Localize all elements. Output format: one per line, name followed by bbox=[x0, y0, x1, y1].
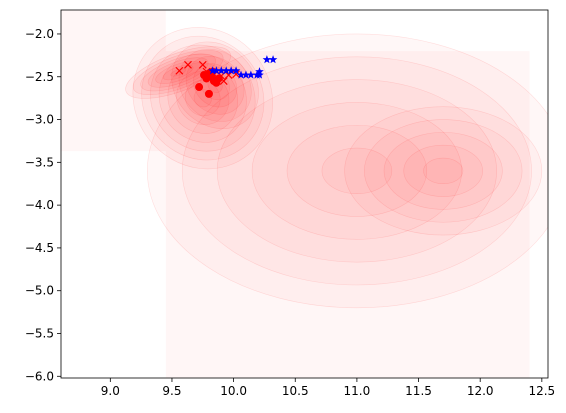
y-tick-label: −4.5 bbox=[25, 241, 54, 255]
star-marker bbox=[217, 66, 226, 75]
x-tick-label: 12.5 bbox=[528, 384, 555, 398]
star-marker bbox=[246, 70, 256, 79]
density-contour bbox=[141, 35, 265, 161]
x-tick-label: 10.5 bbox=[282, 384, 309, 398]
x-marker bbox=[232, 70, 240, 79]
density-contour bbox=[344, 106, 543, 236]
density-contours bbox=[125, 27, 548, 309]
star-marker bbox=[268, 55, 278, 64]
density-contour bbox=[383, 132, 503, 210]
circle-marker bbox=[214, 74, 223, 83]
y-tick-label: −2.5 bbox=[25, 70, 54, 84]
star-marker bbox=[208, 66, 217, 75]
y-tick-label: −3.0 bbox=[25, 113, 54, 127]
star-marker bbox=[241, 70, 251, 79]
x-tick-label: 9.5 bbox=[162, 384, 181, 398]
x-marker bbox=[198, 60, 207, 69]
y-tick-label: −5.0 bbox=[25, 284, 54, 298]
density-contour bbox=[423, 157, 464, 185]
density-contour bbox=[216, 79, 497, 263]
axes: 9.0 9.5 10.0 10.5 11.0 11.5 12.0 12.5 −2.0 −2.5 −3… bbox=[25, 9, 555, 398]
y-tick-label: −2.0 bbox=[25, 27, 54, 41]
star-marker bbox=[262, 55, 272, 64]
density-contour bbox=[403, 144, 483, 197]
x-marker bbox=[175, 66, 184, 75]
x-tick-label: 9.0 bbox=[101, 384, 120, 398]
x-marker bbox=[184, 60, 192, 69]
y-tick-label: −6.0 bbox=[25, 369, 54, 383]
density-contour bbox=[185, 80, 221, 117]
star-marker bbox=[231, 66, 241, 75]
x-tick-label: 11.0 bbox=[344, 384, 371, 398]
star-marker bbox=[221, 66, 231, 75]
star-marker bbox=[226, 66, 236, 75]
density-contour bbox=[150, 44, 256, 152]
star-marker bbox=[236, 70, 246, 79]
data-markers bbox=[175, 55, 278, 98]
star-marker bbox=[212, 66, 221, 75]
x-tick-label: 10.0 bbox=[220, 384, 247, 398]
density-contour bbox=[251, 102, 462, 240]
density-contour bbox=[181, 56, 532, 286]
circle-marker bbox=[204, 89, 213, 98]
y-tick-label: −3.5 bbox=[25, 155, 54, 169]
x-tick-label: 12.0 bbox=[467, 384, 494, 398]
x-tick-label: 11.5 bbox=[405, 384, 432, 398]
density-contour bbox=[132, 27, 273, 170]
density-contour bbox=[321, 147, 393, 195]
density-contour bbox=[286, 124, 428, 217]
star-marker bbox=[255, 70, 264, 79]
y-tick-label: −5.5 bbox=[25, 326, 54, 340]
density-contour bbox=[147, 33, 548, 309]
y-tick-label: −4.0 bbox=[25, 198, 54, 212]
plot-frame bbox=[60, 9, 549, 379]
circle-marker bbox=[195, 83, 204, 92]
density-contour bbox=[363, 119, 523, 223]
